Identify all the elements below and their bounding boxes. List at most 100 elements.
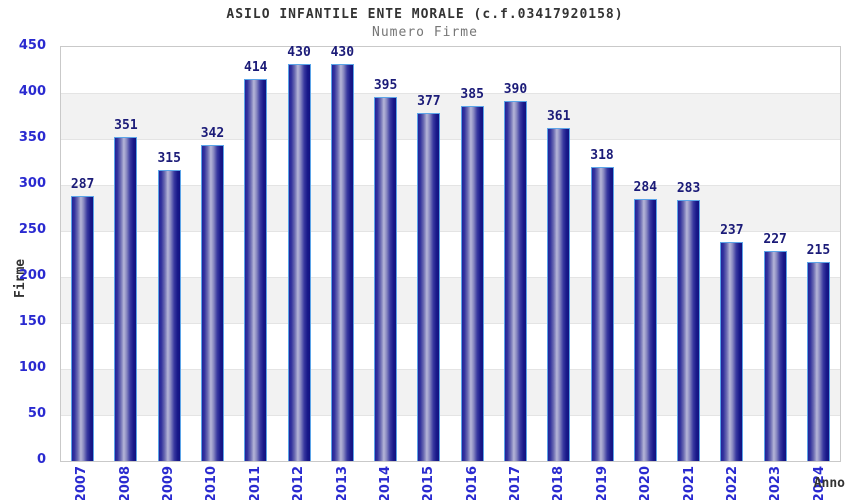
x-label-slot: 2017 [494, 466, 537, 500]
plot-area: 287 351 315 342 414 430 430 395 377 385 390 361 318 2… [60, 45, 841, 462]
x-tick-label: 2013 [334, 466, 350, 500]
bar-2019 [590, 167, 614, 461]
x-tick-label: 2017 [508, 466, 524, 500]
bar-value-label: 430 [287, 45, 311, 60]
grid-band [61, 185, 840, 231]
grid-band [61, 47, 840, 93]
bar-2009 [157, 170, 181, 461]
bar-value-label: 283 [676, 181, 701, 196]
y-tick-label: 400 [18, 84, 46, 99]
x-label-slot: 2010 [190, 466, 233, 500]
bar-value-label: 351 [114, 118, 138, 133]
x-label-slot: 2007 [60, 466, 103, 500]
x-label-slot: 2022 [711, 466, 754, 500]
bar-column-2020: 284 [624, 47, 667, 461]
bar-value-label: 377 [417, 94, 441, 109]
bar-value-label: 414 [244, 60, 268, 75]
bar-column-2016: 385 [451, 47, 494, 461]
bar-2020 [633, 199, 657, 461]
bar-value-label: 318 [590, 148, 614, 163]
grid-band [61, 93, 840, 139]
chart-subtitle: Numero Firme [372, 25, 478, 40]
bar-2018 [547, 128, 571, 461]
bar-2011 [244, 79, 268, 461]
x-tick-label: 2011 [247, 466, 263, 500]
bar-2022 [720, 242, 744, 461]
y-tick-label: 450 [18, 38, 46, 53]
y-tick-label: 350 [18, 130, 46, 145]
x-label-slot: 2018 [537, 466, 580, 500]
bar-column-2014: 395 [364, 47, 407, 461]
x-tick-label: 2008 [117, 466, 133, 500]
bar-value-label: 237 [720, 223, 744, 238]
bar-column-2015: 377 [407, 47, 450, 461]
x-tick-label: 2016 [464, 466, 480, 500]
x-axis-title: Anno [813, 476, 845, 491]
grid-band [61, 139, 840, 185]
x-axis-tick-labels: 2007 2008 2009 2010 2011 2012 2013 2014 2015 2016… [60, 466, 841, 500]
y-tick-label: 300 [18, 176, 46, 191]
bar-column-2008: 351 [104, 47, 147, 461]
x-tick-label: 2014 [377, 466, 393, 500]
bar-column-2010: 342 [191, 47, 234, 461]
bar-2013 [330, 64, 354, 461]
bar-column-2018: 361 [537, 47, 580, 461]
y-tick-label: 100 [18, 360, 46, 375]
x-label-slot: 2019 [581, 466, 624, 500]
bar-2021 [677, 200, 701, 461]
bar-2023 [763, 251, 787, 461]
x-label-slot: 2020 [624, 466, 667, 500]
grid-band [61, 369, 840, 415]
grid-bands [61, 47, 840, 461]
x-tick-label: 2020 [638, 466, 654, 500]
bar-column-2021: 283 [667, 47, 710, 461]
x-label-slot: 2016 [451, 466, 494, 500]
bar-column-2007: 287 [61, 47, 104, 461]
chart-title: ASILO INFANTILE ENTE MORALE (c.f.0341792… [226, 7, 624, 22]
x-tick-label: 2010 [204, 466, 220, 500]
bar-value-label: 227 [763, 232, 787, 247]
bar-2010 [200, 145, 224, 461]
bar-2007 [71, 196, 95, 461]
bar-2014 [374, 97, 398, 461]
bar-2016 [460, 106, 484, 461]
y-tick-label: 50 [27, 406, 46, 421]
bar-2024 [806, 262, 830, 461]
x-tick-label: 2009 [160, 466, 176, 500]
bar-value-label: 315 [157, 151, 181, 166]
bar-value-label: 430 [330, 45, 355, 60]
bar-column-2011: 414 [234, 47, 277, 461]
x-label-slot: 2014 [364, 466, 407, 500]
x-label-slot: 2011 [234, 466, 277, 500]
x-label-slot: 2008 [103, 466, 146, 500]
x-label-slot: 2013 [320, 466, 363, 500]
x-tick-label: 2018 [551, 466, 567, 500]
grid-band [61, 415, 840, 461]
bar-2017 [503, 101, 527, 461]
x-tick-label: 2012 [291, 466, 307, 500]
x-label-slot: 2012 [277, 466, 320, 500]
grid-band [61, 277, 840, 323]
bar-series: 287 351 315 342 414 430 430 395 377 385 390 361 318 2… [61, 45, 840, 461]
bar-value-label: 390 [503, 82, 528, 97]
bar-column-2023: 227 [754, 47, 797, 461]
x-label-slot: 2009 [147, 466, 190, 500]
x-label-slot: 2015 [407, 466, 450, 500]
bar-2015 [417, 113, 441, 461]
bar-value-label: 395 [373, 78, 398, 93]
bar-2012 [287, 64, 311, 461]
x-label-slot: 2023 [754, 466, 797, 500]
bar-column-2024: 215 [797, 47, 840, 461]
x-tick-label: 2007 [74, 466, 90, 500]
bar-column-2022: 237 [710, 47, 753, 461]
bar-column-2012: 430 [277, 45, 320, 461]
x-tick-label: 2015 [421, 466, 437, 500]
bar-2008 [114, 137, 138, 461]
x-tick-label: 2022 [725, 466, 741, 500]
bar-column-2013: 430 [321, 45, 364, 461]
bar-value-label: 287 [70, 177, 95, 192]
y-axis-tick-labels: 0 50 100 150 200 250 300 350 400 450 [0, 38, 54, 467]
grid-band [61, 323, 840, 369]
bar-value-label: 215 [806, 243, 831, 258]
